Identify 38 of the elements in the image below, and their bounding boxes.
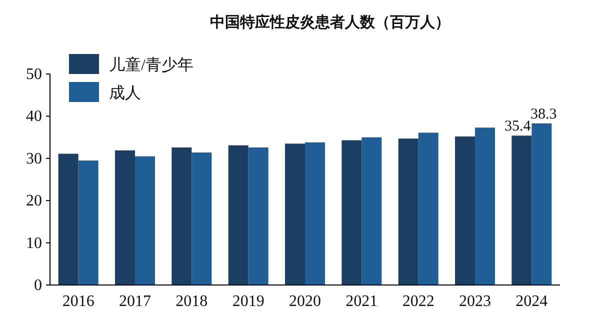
bar [115, 150, 135, 285]
bar [305, 142, 325, 285]
bar [248, 147, 268, 285]
bar [398, 138, 418, 285]
bar [362, 137, 382, 285]
data-label: 38.3 [530, 106, 557, 122]
bar [285, 144, 305, 285]
bar [475, 128, 495, 285]
bar [78, 160, 98, 285]
y-tick-label: 40 [26, 108, 42, 126]
data-label: 35.4 [504, 118, 532, 135]
bar [192, 152, 212, 285]
legend-label: 成人 [109, 84, 141, 102]
x-tick-label: 2017 [119, 293, 151, 310]
x-tick-label: 2019 [232, 293, 264, 310]
y-tick-label: 0 [34, 277, 42, 294]
y-tick-label: 20 [26, 192, 42, 210]
x-tick-label: 2016 [62, 293, 94, 310]
bar [342, 140, 362, 285]
y-tick-label: 50 [26, 66, 42, 83]
x-tick-label: 2022 [402, 293, 434, 310]
bar [58, 154, 78, 285]
x-tick-label: 2024 [516, 293, 548, 310]
bar [512, 136, 532, 285]
legend-label: 儿童/青少年 [109, 56, 194, 74]
y-tick-label: 10 [26, 234, 42, 252]
bar [135, 156, 155, 285]
x-tick-label: 2020 [289, 293, 321, 310]
bar [228, 145, 248, 285]
bar [172, 147, 192, 285]
x-tick-label: 2018 [176, 293, 208, 310]
bar [418, 132, 438, 285]
x-tick-label: 2023 [459, 293, 491, 310]
x-tick-label: 2021 [346, 293, 378, 310]
y-tick-label: 30 [26, 150, 42, 168]
bar [532, 123, 552, 285]
chart-title: 中国特应性皮炎患者人数（百万人） [210, 13, 450, 31]
bar [455, 136, 475, 285]
